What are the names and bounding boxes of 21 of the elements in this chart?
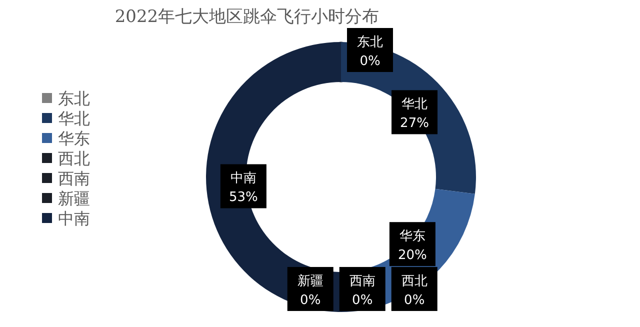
label: 西南 0% (339, 266, 386, 311)
legend-label: 西南 (58, 169, 90, 188)
data-label: 20% (398, 248, 427, 264)
slice-label: 华东 (399, 229, 426, 244)
slice-label: 中南 (230, 171, 256, 186)
label: 新疆 0% (287, 266, 334, 311)
legend-label: 华东 (58, 129, 90, 148)
legend-label: 东北 (58, 89, 90, 108)
legend-label: 西北 (58, 149, 90, 168)
legend-label: 新疆 (58, 189, 90, 208)
chart-title: 2022年七大地区跳伞飞行小时分布 (114, 7, 380, 27)
slice-label: 华北 (402, 97, 428, 112)
label: 华东 20% (389, 222, 436, 266)
data-label: 53% (228, 190, 258, 206)
legend-label: 中南 (58, 209, 90, 228)
label: 东北 0% (347, 28, 393, 72)
label: 华北 27% (392, 90, 438, 134)
label: 西北 0% (391, 266, 438, 311)
label: 中南 53% (220, 164, 266, 208)
legend-label: 华北 (58, 109, 90, 128)
data-label: 27% (400, 116, 429, 132)
